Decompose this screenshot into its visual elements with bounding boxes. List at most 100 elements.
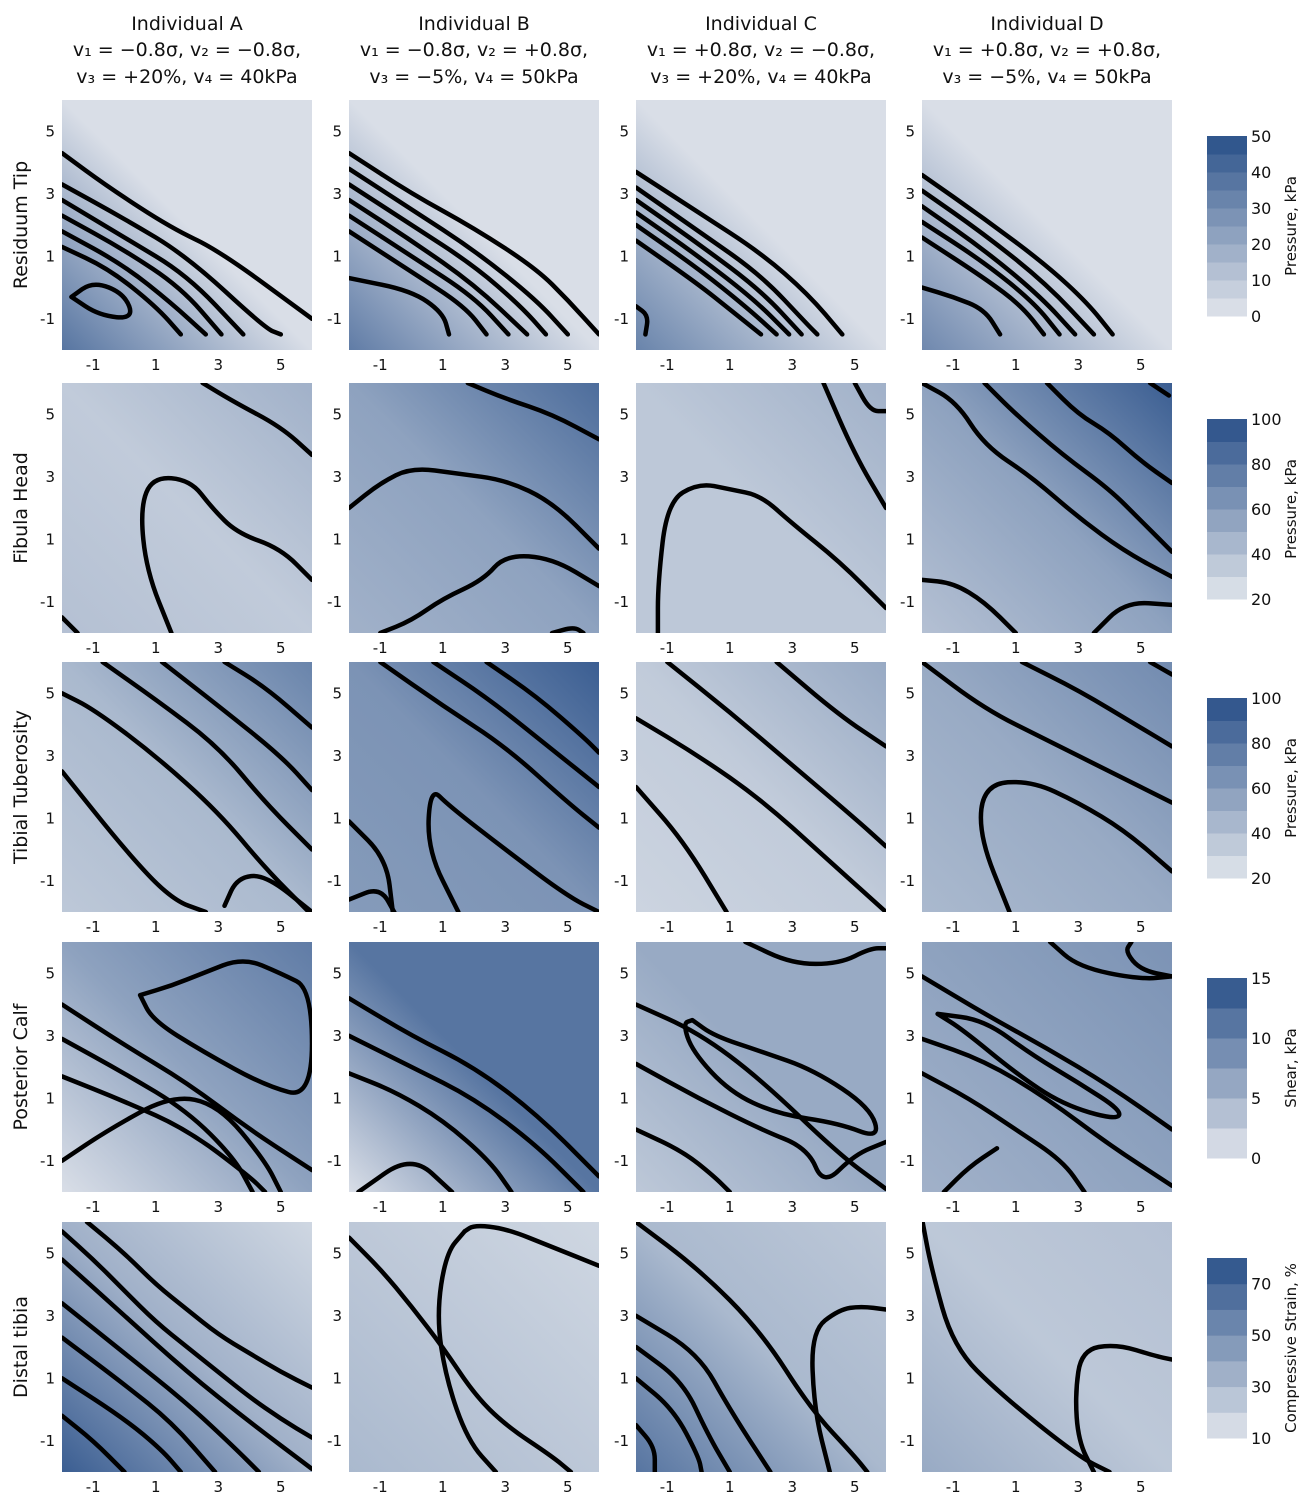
contour-line	[349, 166, 571, 337]
y-tick-label: 1	[619, 809, 629, 827]
y-tick-label: 5	[45, 684, 55, 702]
y-tick-label: -1	[900, 310, 915, 328]
x-tick-label: 3	[1073, 1478, 1083, 1492]
colorbar-band	[1207, 855, 1247, 879]
contour-line	[1019, 662, 1172, 749]
colorbar-band	[1207, 298, 1247, 317]
contour-line	[62, 769, 209, 912]
colorbar-band	[1207, 1098, 1247, 1129]
x-tick-label: 3	[1073, 639, 1083, 657]
row-label: Residuum Tip	[10, 161, 32, 289]
contour-fill	[636, 1222, 886, 1472]
contour-line	[1047, 942, 1172, 981]
x-tick-label: 5	[850, 918, 860, 936]
y-tick-label: 1	[905, 530, 915, 548]
colorbar-band	[1207, 810, 1247, 834]
column-title: Individual C	[705, 13, 817, 35]
colorbar-band	[1207, 208, 1247, 227]
colorbar-tick-label: 10	[1251, 1029, 1271, 1048]
colorbar-band	[1207, 1068, 1247, 1099]
contour-fill	[636, 383, 886, 633]
contour-panel: -1 1 3 5 -1 1 3 5	[900, 383, 1172, 657]
row-label: Distal tibia	[10, 1296, 32, 1398]
contour-line	[222, 873, 312, 912]
colorbar-band	[1207, 1412, 1247, 1439]
colorbar-band	[1207, 1360, 1247, 1388]
contour-panel: -1 1 3 5 -1 1 3 5	[900, 662, 1172, 936]
y-tick-label: -1	[900, 872, 915, 890]
y-tick-label: 3	[619, 468, 629, 486]
x-tick-label: 5	[850, 356, 860, 374]
contour-line	[349, 996, 599, 1179]
y-tick-label: -1	[327, 310, 342, 328]
contour-line	[935, 1011, 1122, 1120]
x-tick-label: 1	[1011, 1478, 1021, 1492]
contour-fill	[922, 100, 1172, 350]
contour-line	[1147, 662, 1172, 677]
colorbar-tick-label: 5	[1251, 1089, 1261, 1108]
contour-line	[349, 229, 489, 337]
y-tick-label: 3	[332, 468, 342, 486]
y-tick-label: -1	[40, 1432, 55, 1450]
y-tick-label: -1	[900, 1152, 915, 1170]
x-tick-label: 1	[1011, 918, 1021, 936]
contour-panel: -1 1 3 5 -1 1 3 5	[327, 383, 599, 657]
x-tick-label: 5	[1136, 918, 1146, 936]
y-tick-label: 5	[332, 684, 342, 702]
x-tick-label: 3	[1073, 356, 1083, 374]
y-tick-label: 5	[905, 405, 915, 423]
y-tick-label: -1	[614, 1152, 629, 1170]
contour-line	[62, 1335, 218, 1472]
colorbar-tick-label: 10	[1251, 271, 1271, 290]
contour-line	[159, 662, 312, 793]
contour-panel: -1 1 3 5 -1 1 3 5	[327, 100, 599, 374]
y-tick-label: -1	[614, 593, 629, 611]
contour-panel: -1 1 3 5 -1 1 3 5	[40, 1222, 312, 1492]
y-tick-label: 5	[619, 684, 629, 702]
contour-line	[462, 1223, 599, 1269]
contour-line	[431, 662, 599, 790]
contour-line	[636, 1313, 773, 1472]
colorbar-band	[1207, 720, 1247, 744]
contour-line	[436, 1229, 499, 1472]
x-tick-label: 1	[438, 1478, 448, 1492]
x-tick-label: 3	[213, 1198, 223, 1216]
contour-line	[636, 185, 820, 337]
y-tick-label: 3	[45, 468, 55, 486]
contour-line	[349, 1235, 574, 1472]
colorbar-band	[1207, 554, 1247, 577]
y-tick-label: 1	[45, 809, 55, 827]
contour-line	[1044, 383, 1172, 486]
y-tick-label: 5	[332, 405, 342, 423]
column-params-line2: v₃ = −5%, v₄ = 50kPa	[369, 66, 578, 88]
contour-line	[922, 1071, 1087, 1192]
colorbar-tick-label: 80	[1251, 455, 1271, 474]
contour-line	[349, 1033, 586, 1192]
colorbar-band	[1207, 1038, 1247, 1069]
x-tick-label: 3	[1073, 1198, 1083, 1216]
colorbar-band	[1207, 1309, 1247, 1336]
y-tick-label: -1	[614, 1432, 629, 1450]
contour-line	[100, 662, 312, 852]
y-tick-label: 3	[905, 1307, 915, 1325]
y-tick-label: 3	[332, 1307, 342, 1325]
x-tick-label: 5	[563, 1198, 573, 1216]
contour-line	[922, 285, 1003, 337]
x-tick-label: -1	[946, 918, 961, 936]
row-label: Posterior Calf	[10, 1002, 32, 1130]
x-tick-label: 1	[438, 1198, 448, 1216]
contour-fill	[922, 383, 1172, 633]
colorbar-label: Pressure, kPa	[1282, 459, 1300, 559]
y-tick-label: -1	[614, 310, 629, 328]
contour-line	[636, 1422, 658, 1472]
contour-line	[62, 1229, 312, 1440]
x-tick-label: 5	[563, 356, 573, 374]
x-tick-label: 5	[276, 918, 286, 936]
contour-line	[62, 197, 246, 337]
y-tick-label: 3	[905, 1027, 915, 1045]
x-tick-label: 1	[151, 639, 161, 657]
contour-line	[62, 213, 224, 337]
y-tick-label: 1	[905, 1089, 915, 1107]
colorbar-tick-label: 60	[1251, 779, 1271, 798]
contour-line	[1125, 942, 1172, 979]
